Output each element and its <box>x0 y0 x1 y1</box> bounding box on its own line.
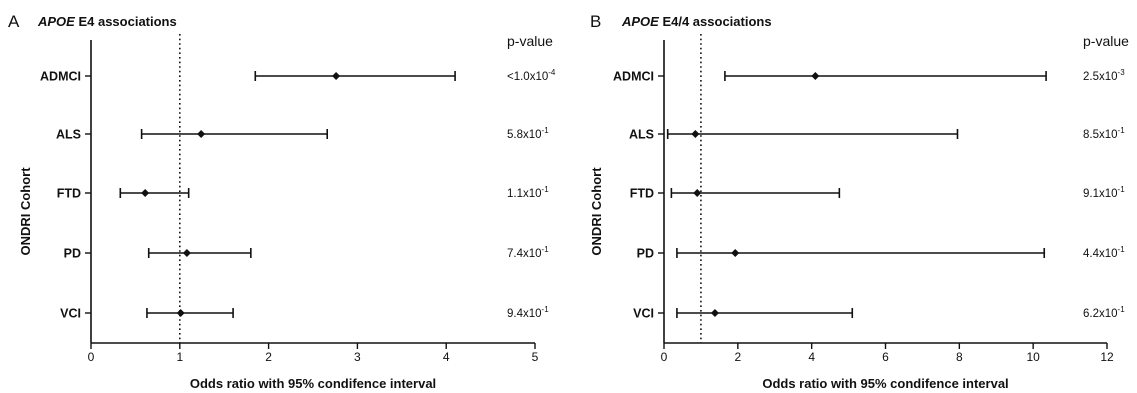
x-tick-label: 2 <box>265 350 272 364</box>
pvalue-header: p-value <box>507 33 553 49</box>
pvalue-text: 6.2x10-1 <box>1083 305 1125 320</box>
x-tick-label: 1 <box>176 350 183 364</box>
x-tick-label: 6 <box>882 350 889 364</box>
pvalue-text: 2.5x10-3 <box>1083 68 1125 83</box>
pvalue-text: 9.4x10-1 <box>507 305 549 320</box>
panel-letter: A <box>8 12 20 31</box>
category-label: VCI <box>633 307 654 321</box>
estimate-point <box>141 189 150 197</box>
estimate-point <box>691 130 700 138</box>
pvalue-text: 8.5x10-1 <box>1083 126 1125 141</box>
estimate-point <box>197 130 206 138</box>
x-tick-label: 4 <box>808 350 815 364</box>
panel-letter: B <box>590 12 601 31</box>
pvalue-exponent: -1 <box>542 126 550 135</box>
estimate-point <box>731 249 740 257</box>
x-tick-label: 5 <box>532 350 539 364</box>
pvalue-mantissa: 1.1x10 <box>507 188 542 200</box>
pvalue-exponent: -1 <box>542 245 550 254</box>
pvalue-mantissa: <1.0x10 <box>507 71 548 83</box>
pvalue-exponent: -1 <box>1118 126 1126 135</box>
x-tick-label: 0 <box>661 350 668 364</box>
pvalue-mantissa: 9.1x10 <box>1083 188 1118 200</box>
category-label: PD <box>637 247 654 261</box>
forest-panel-b: B APOE E4/4 associations p-value ONDRI Coho… <box>589 12 1129 391</box>
category-label: ALS <box>56 128 81 142</box>
x-tick-label: 2 <box>734 350 741 364</box>
pvalue-text: <1.0x10-4 <box>507 68 556 83</box>
title-rest: E4 associations <box>75 14 177 29</box>
forest-panel-a: A APOE E4 associations p-value ONDRI Cohort… <box>8 12 556 391</box>
pvalue-mantissa: 4.4x10 <box>1083 248 1118 260</box>
pvalue-text: 5.8x10-1 <box>507 126 549 141</box>
x-tick-label: 8 <box>956 350 963 364</box>
title-gene: APOE <box>37 14 75 29</box>
category-label: FTD <box>57 187 81 201</box>
estimate-point <box>182 249 191 257</box>
estimate-point <box>176 309 185 317</box>
pvalue-text: 9.1x10-1 <box>1083 185 1125 200</box>
estimate-point <box>811 72 820 80</box>
category-label: VCI <box>60 307 81 321</box>
pvalue-mantissa: 9.4x10 <box>507 308 542 320</box>
pvalue-text: 4.4x10-1 <box>1083 245 1125 260</box>
y-axis-label: ONDRI Cohort <box>18 167 33 256</box>
pvalue-exponent: -1 <box>1118 245 1126 254</box>
pvalue-mantissa: 8.5x10 <box>1083 129 1118 141</box>
x-tick-label: 10 <box>1026 350 1040 364</box>
title-gene: APOE <box>621 14 659 29</box>
x-tick-label: 12 <box>1100 350 1114 364</box>
pvalue-exponent: -4 <box>548 68 556 77</box>
estimate-point <box>693 189 702 197</box>
category-label: PD <box>64 247 81 261</box>
pvalue-text: 7.4x10-1 <box>507 245 549 260</box>
pvalue-text: 1.1x10-1 <box>507 185 549 200</box>
pvalue-exponent: -1 <box>1118 305 1126 314</box>
category-label: ALS <box>629 128 654 142</box>
pvalue-exponent: -1 <box>542 185 550 194</box>
category-label: ADMCI <box>40 70 81 84</box>
estimate-point <box>332 72 341 80</box>
x-tick-label: 4 <box>443 350 450 364</box>
x-axis-label: Odds ratio with 95% condifence interval <box>190 376 436 391</box>
category-label: FTD <box>630 187 654 201</box>
x-tick-label: 3 <box>354 350 361 364</box>
pvalue-mantissa: 5.8x10 <box>507 129 542 141</box>
pvalue-exponent: -3 <box>1118 68 1126 77</box>
panel-title: APOE E4/4 associations <box>621 14 772 29</box>
x-axis-label: Odds ratio with 95% condifence interval <box>762 376 1008 391</box>
pvalue-exponent: -1 <box>1118 185 1126 194</box>
title-rest: E4/4 associations <box>659 14 772 29</box>
panel-title: APOE E4 associations <box>37 14 177 29</box>
pvalue-mantissa: 2.5x10 <box>1083 71 1118 83</box>
pvalue-header: p-value <box>1083 33 1129 49</box>
estimate-point <box>710 309 719 317</box>
x-tick-label: 0 <box>88 350 95 364</box>
pvalue-exponent: -1 <box>542 305 550 314</box>
pvalue-mantissa: 7.4x10 <box>507 248 542 260</box>
category-label: ADMCI <box>613 70 654 84</box>
y-axis-label: ONDRI Cohort <box>589 167 604 256</box>
pvalue-mantissa: 6.2x10 <box>1083 308 1118 320</box>
